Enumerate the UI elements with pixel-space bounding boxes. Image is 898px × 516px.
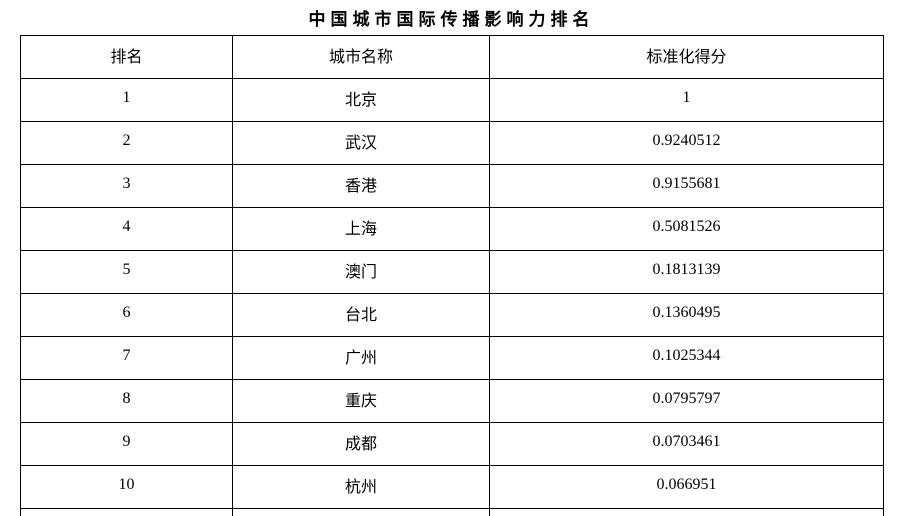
table-row: 5 澳门 0.1813139 [20, 250, 884, 294]
city-cell: 北京 [232, 78, 490, 122]
table-row: 3 香港 0.9155681 [20, 164, 884, 208]
table-row: 10 杭州 0.066951 [20, 465, 884, 509]
table-row: 2 武汉 0.9240512 [20, 121, 884, 165]
city-cell: 广州 [232, 336, 490, 380]
page-title: 中国城市国际传播影响力排名 [308, 10, 595, 29]
rank-cell: 1 [20, 78, 233, 122]
rank-cell: 2 [20, 121, 233, 165]
rank-cell: 9 [20, 422, 233, 466]
rank-cell: 6 [20, 293, 233, 337]
score-cell: 0.1360495 [489, 293, 884, 337]
rank-cell: 3 [20, 164, 233, 208]
city-cell: 杭州 [232, 465, 490, 509]
city-cell [232, 508, 490, 516]
column-header-city: 城市名称 [232, 35, 490, 79]
score-cell: 0.9240512 [489, 121, 884, 165]
city-cell: 台北 [232, 293, 490, 337]
city-ranking-table: 排名 城市名称 标准化得分 1 北京 1 2 武汉 0.9240512 3 香港… [20, 35, 884, 516]
table-row: 7 广州 0.1025344 [20, 336, 884, 380]
city-cell: 上海 [232, 207, 490, 251]
table-row: 1 北京 1 [20, 78, 884, 122]
score-cell: 0.066951 [489, 465, 884, 509]
table-row: 8 重庆 0.0795797 [20, 379, 884, 423]
rank-cell: 4 [20, 207, 233, 251]
table-row: 6 台北 0.1360495 [20, 293, 884, 337]
score-cell: 0.5081526 [489, 207, 884, 251]
score-cell: 0.1813139 [489, 250, 884, 294]
city-cell: 重庆 [232, 379, 490, 423]
column-header-rank: 排名 [20, 35, 233, 79]
score-cell [489, 508, 884, 516]
score-cell: 0.9155681 [489, 164, 884, 208]
city-cell: 武汉 [232, 121, 490, 165]
score-cell: 0.0703461 [489, 422, 884, 466]
city-cell: 澳门 [232, 250, 490, 294]
rank-cell [20, 508, 233, 516]
table-row: 9 成都 0.0703461 [20, 422, 884, 466]
column-header-score: 标准化得分 [489, 35, 884, 79]
rank-cell: 8 [20, 379, 233, 423]
table-row: 4 上海 0.5081526 [20, 207, 884, 251]
city-cell: 香港 [232, 164, 490, 208]
score-cell: 0.1025344 [489, 336, 884, 380]
city-cell: 成都 [232, 422, 490, 466]
table-header-row: 排名 城市名称 标准化得分 [20, 35, 884, 79]
score-cell: 1 [489, 78, 884, 122]
score-cell: 0.0795797 [489, 379, 884, 423]
table-row-partial [20, 508, 884, 516]
rank-cell: 7 [20, 336, 233, 380]
rank-cell: 5 [20, 250, 233, 294]
rank-cell: 10 [20, 465, 233, 509]
